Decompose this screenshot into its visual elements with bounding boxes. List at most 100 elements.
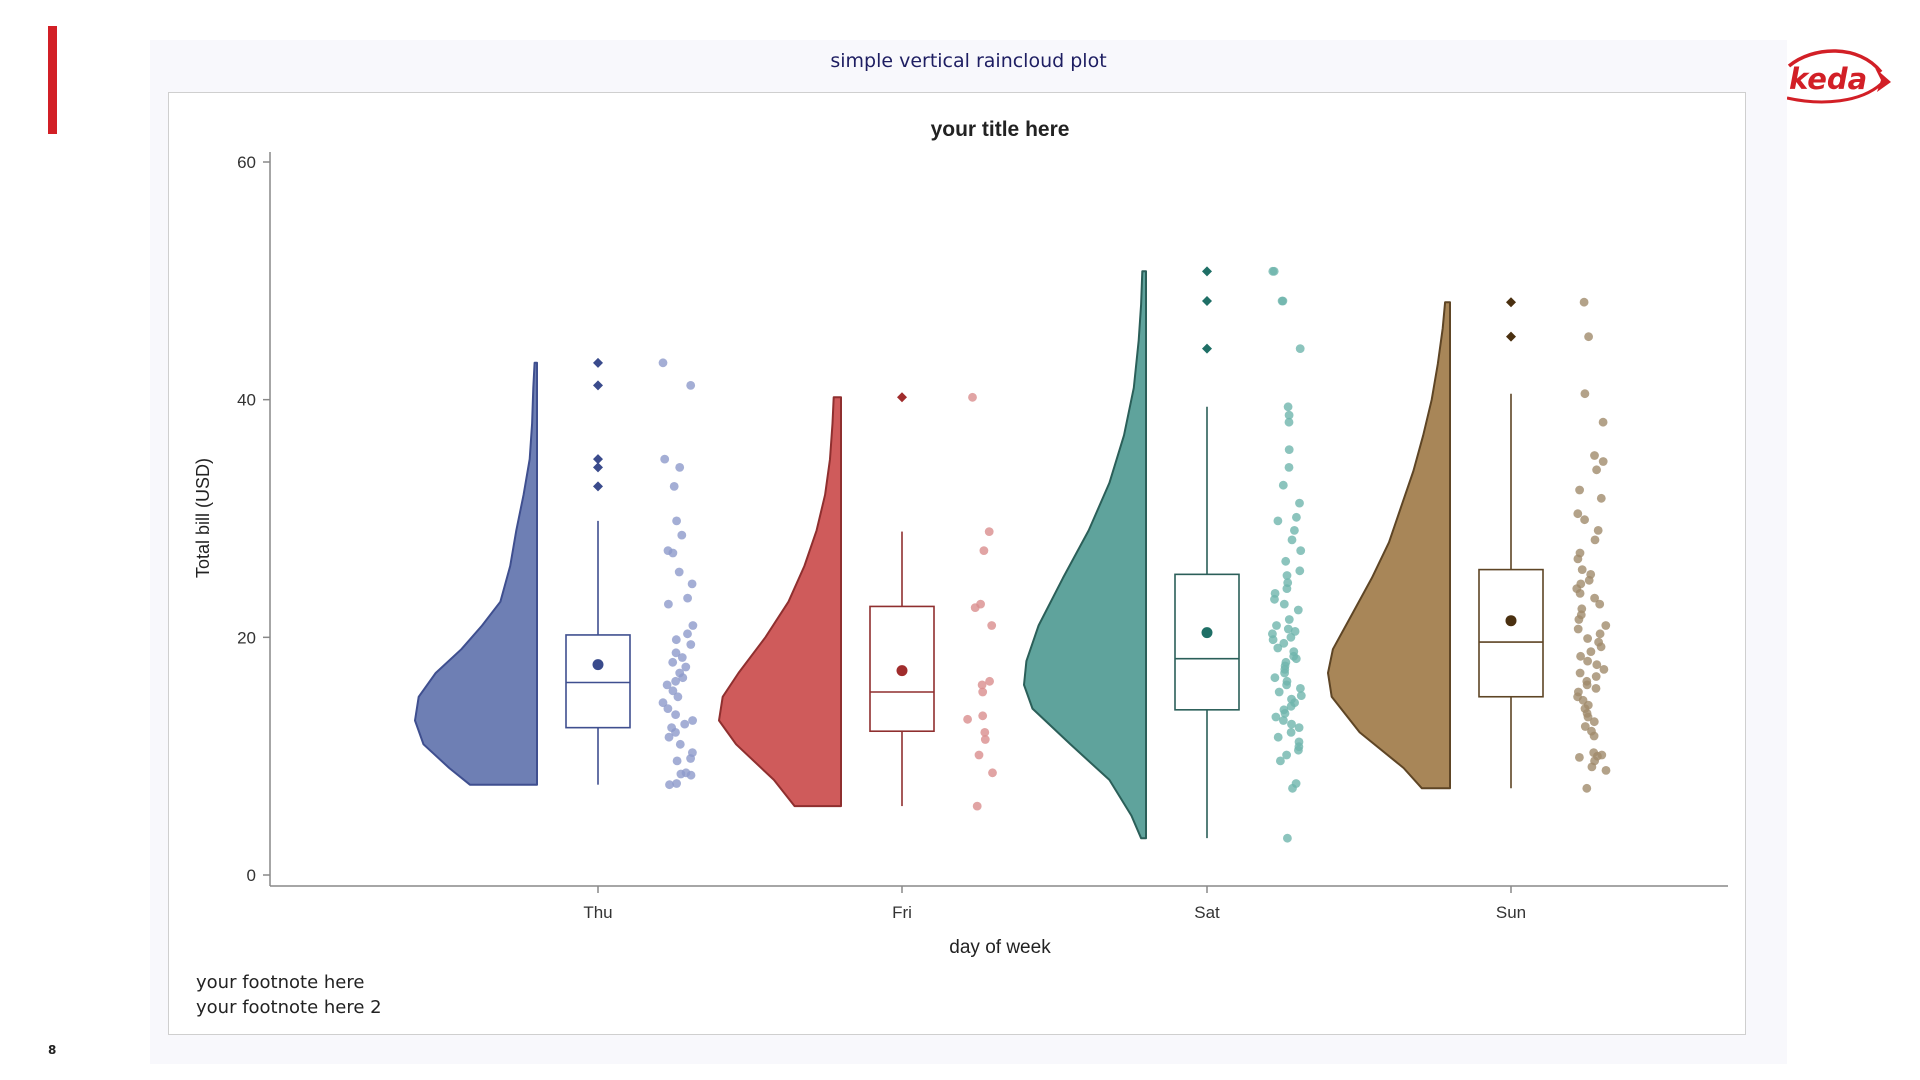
rain-point	[1584, 332, 1593, 342]
rain-point	[1273, 516, 1283, 526]
rain-point	[1592, 465, 1601, 475]
rain-point	[1284, 417, 1294, 427]
rain-point	[988, 768, 997, 778]
rain-point	[671, 635, 681, 645]
rain-point	[1270, 673, 1280, 683]
rain-point	[1580, 722, 1590, 731]
rain-point	[1575, 485, 1584, 495]
rain-point	[1283, 624, 1293, 634]
rain-point	[678, 673, 688, 683]
rain-point	[669, 482, 679, 491]
rain-point	[974, 750, 984, 760]
rain-point	[980, 735, 990, 744]
outlier-marker	[593, 481, 603, 492]
rain-point	[1286, 632, 1296, 642]
rain-point	[1573, 509, 1583, 519]
chart-title: your title here	[931, 118, 1070, 141]
rain-point	[683, 593, 692, 603]
rain-point	[687, 579, 697, 589]
rain-point	[1288, 783, 1297, 793]
rain-point	[662, 680, 672, 690]
outlier-marker	[593, 454, 603, 465]
rain-point	[985, 676, 994, 686]
rain-point	[1596, 642, 1606, 652]
rain-point	[970, 603, 980, 612]
rain-point	[1587, 762, 1597, 772]
rain-point	[1284, 615, 1294, 624]
rain-point	[681, 662, 691, 672]
rain-point	[1601, 621, 1611, 630]
rain-point	[1294, 723, 1304, 732]
outlier-marker	[1506, 297, 1516, 308]
rain-point	[1601, 766, 1611, 775]
rain-point	[1282, 750, 1291, 760]
rain-point	[1591, 684, 1601, 693]
rain-point	[688, 716, 697, 725]
rain-point	[1584, 575, 1594, 585]
rain-point	[1286, 728, 1296, 737]
rain-point	[1575, 753, 1584, 762]
rain-point	[672, 516, 681, 526]
box-iqr	[565, 634, 631, 729]
logo-swoosh-lower-icon	[1786, 82, 1883, 104]
rain-point	[1293, 605, 1303, 615]
rain-point	[1295, 344, 1305, 353]
rain-point	[1292, 512, 1301, 522]
rain-point	[664, 732, 674, 742]
rain-point	[987, 621, 997, 630]
rain-point	[675, 739, 685, 749]
rain-point	[1273, 643, 1283, 653]
rain-point	[1276, 756, 1285, 766]
rain-point	[963, 714, 972, 724]
rain-point	[1279, 599, 1289, 609]
rain-point	[1280, 668, 1289, 678]
outlier-marker	[897, 392, 907, 403]
rain-point	[676, 769, 686, 779]
rain-point	[1279, 638, 1289, 648]
rain-point	[980, 728, 990, 737]
rain-point	[671, 728, 680, 737]
rain-point	[968, 392, 977, 402]
rain-point	[1595, 629, 1605, 639]
rain-point	[1599, 665, 1609, 674]
rain-point	[1583, 634, 1592, 643]
rain-point	[977, 680, 987, 690]
rain-point	[668, 548, 678, 558]
rain-point	[1284, 410, 1294, 420]
rain-point	[1295, 566, 1305, 576]
rain-point	[1269, 266, 1279, 276]
rain-point	[1596, 493, 1606, 503]
rain-point	[1282, 680, 1291, 690]
rain-point	[978, 687, 988, 697]
rain-point	[664, 599, 673, 609]
rain-point	[686, 640, 696, 649]
rain-point	[972, 801, 982, 811]
cloud-density	[1327, 301, 1451, 790]
rain-point	[1282, 584, 1292, 593]
rain-point	[677, 653, 687, 662]
rain-point	[1274, 687, 1284, 697]
rain-point	[673, 692, 683, 702]
rain-point	[686, 770, 696, 780]
rain-point	[1284, 463, 1294, 472]
rain-point	[1595, 599, 1605, 609]
rain-point	[1296, 684, 1305, 693]
cloud-density	[718, 396, 842, 808]
footnote-1: your footnote here	[196, 972, 365, 993]
rain-point	[1291, 654, 1301, 664]
rain-point	[1290, 526, 1299, 535]
rain-point	[1268, 635, 1278, 645]
box-mean-marker	[592, 659, 604, 671]
rain-point	[1583, 656, 1592, 666]
rain-point	[677, 530, 687, 540]
rain-point	[1294, 745, 1303, 755]
rain-point	[672, 756, 682, 766]
rain-point	[1286, 701, 1296, 711]
group-fri	[718, 392, 997, 811]
rain-point	[686, 381, 696, 390]
rain-point	[1277, 296, 1287, 306]
accent-bar	[48, 26, 57, 134]
rain-point	[686, 754, 695, 763]
rain-point	[1574, 615, 1584, 624]
rain-point	[978, 711, 988, 721]
